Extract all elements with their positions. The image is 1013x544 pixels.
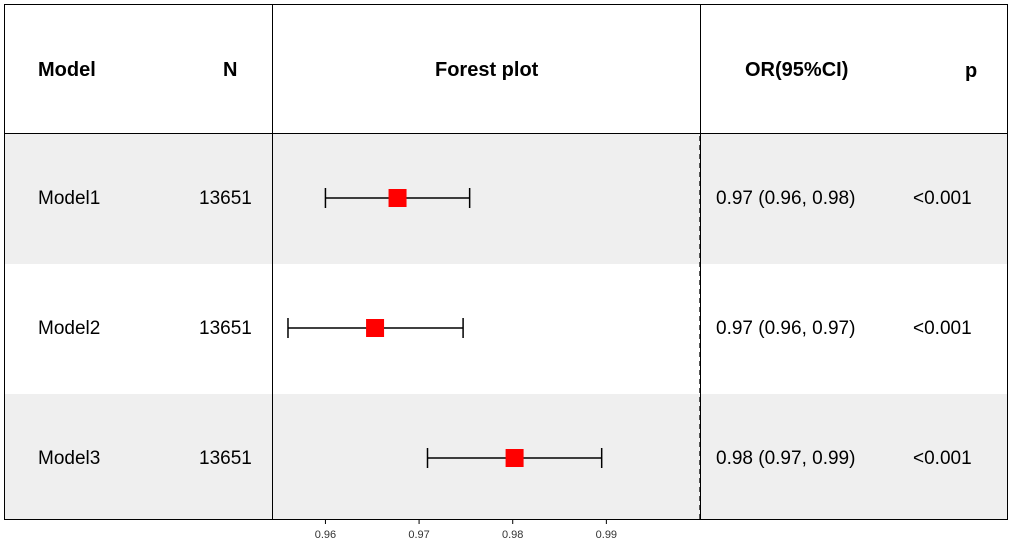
- plot-left-border: [272, 4, 273, 519]
- x-tick-label: 0.97: [408, 529, 429, 541]
- row-or-ci: 0.97 (0.96, 0.98): [716, 188, 856, 209]
- header-n: N: [223, 59, 238, 81]
- point-estimate-marker: [366, 319, 385, 337]
- left-border: [4, 4, 5, 519]
- row-n-value: 13651: [199, 188, 252, 209]
- x-tick-label: 0.98: [502, 529, 523, 541]
- header-model: Model: [38, 59, 96, 81]
- header-forest-plot: Forest plot: [435, 59, 539, 81]
- row-n-value: 13651: [199, 448, 252, 469]
- right-border: [1007, 4, 1008, 519]
- top-border: [4, 4, 1008, 5]
- header-separator: [4, 133, 1008, 134]
- point-estimate-marker: [388, 189, 407, 207]
- row-p-value: <0.001: [913, 188, 972, 209]
- header-p: p: [965, 60, 978, 82]
- row-n-value: 13651: [199, 318, 252, 339]
- bottom-border: [4, 519, 1008, 520]
- point-estimate-marker: [505, 449, 524, 467]
- row-band-1: [4, 134, 1008, 264]
- row-model-label: Model2: [38, 318, 101, 339]
- row-model-label: Model3: [38, 448, 101, 469]
- x-tick-label: 0.96: [315, 529, 336, 541]
- row-p-value: <0.001: [913, 448, 972, 469]
- row-model-label: Model1: [38, 188, 101, 209]
- row-or-ci: 0.98 (0.97, 0.99): [716, 448, 856, 469]
- plot-right-border: [700, 4, 701, 519]
- row-p-value: <0.001: [913, 318, 972, 339]
- header-or-ci: OR(95%CI): [745, 59, 849, 81]
- row-or-ci: 0.97 (0.96, 0.97): [716, 318, 856, 339]
- x-tick-label: 0.99: [596, 529, 617, 541]
